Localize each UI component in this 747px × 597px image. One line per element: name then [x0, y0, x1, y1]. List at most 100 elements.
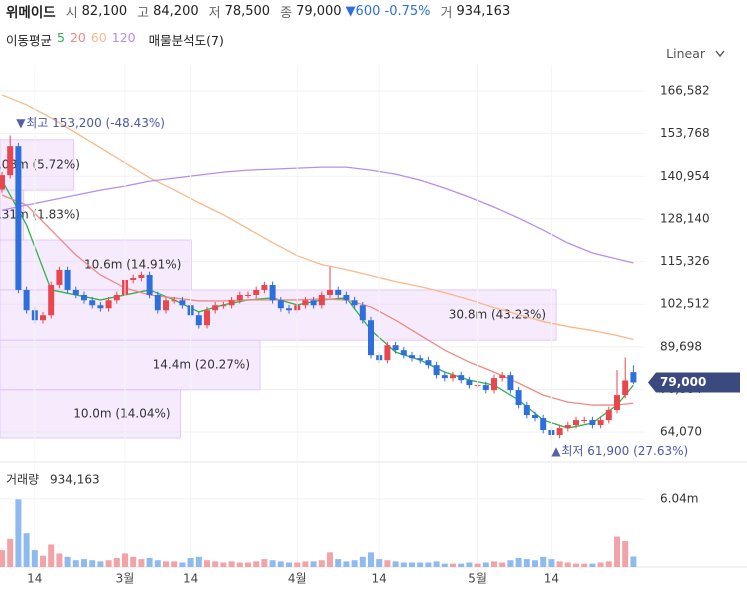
candle-body [466, 380, 473, 386]
volume-bar [0, 550, 5, 567]
volume-bar [171, 561, 178, 567]
candle-body [277, 300, 284, 309]
volume-bar [56, 553, 63, 567]
candle-body [105, 300, 112, 309]
candle-body [212, 305, 219, 311]
candle-body [425, 360, 432, 366]
low-value: 78,500 [224, 3, 271, 19]
candle-body [605, 410, 612, 421]
volume-bar [482, 562, 489, 567]
volume-bar [253, 561, 260, 567]
volume-bar [343, 561, 350, 567]
candle-body [409, 355, 415, 359]
candle-body [556, 428, 563, 436]
volume-bar [507, 560, 514, 567]
candle-body [523, 405, 530, 416]
volume-bar [515, 557, 522, 567]
volume-bar [499, 562, 506, 567]
annotation: 최저 61,900 (27.63%) [561, 444, 688, 458]
ma-names: 5 20 60 120 [57, 30, 136, 49]
volume-bar [245, 562, 251, 567]
candle-body [327, 289, 333, 295]
volume-bar [523, 559, 530, 567]
volume-bar [573, 563, 579, 567]
volume-bar [7, 538, 14, 567]
profile-label[interactable]: 매물분석도(7) [148, 33, 224, 48]
candle-body [204, 310, 210, 326]
y-tick-label: 64,070 [660, 425, 702, 439]
candle-body [64, 269, 71, 290]
volume-bar [31, 550, 38, 567]
candle-body [392, 345, 399, 351]
candle-body [597, 420, 604, 426]
volume-bar [113, 557, 120, 567]
volume-bar [409, 562, 415, 567]
candle-body [343, 294, 350, 301]
volume-bar [351, 560, 358, 567]
volume-bar [64, 556, 71, 567]
profile-label: 10.0m (14.04%) [73, 406, 170, 420]
volume-bar [146, 557, 153, 567]
y-tick-label: 140,954 [660, 169, 710, 183]
candle-body [318, 294, 325, 306]
volume-bar [40, 555, 46, 567]
legend-entry[interactable]: 120 [111, 30, 136, 45]
candle-body [614, 395, 620, 411]
volume-last: 934,163 [50, 473, 100, 487]
candle-body [532, 415, 538, 419]
x-tick-label: 14 [27, 572, 42, 586]
y-tick-label: 115,326 [660, 254, 710, 268]
candle-body [269, 284, 276, 301]
volume-bar [491, 561, 497, 567]
volume-bar [138, 559, 145, 567]
candle-body [81, 294, 87, 301]
volume-bar [532, 560, 538, 567]
candle-body [171, 300, 178, 302]
scale-selector[interactable]: Linear [666, 46, 725, 61]
y-tick-label: 166,582 [660, 84, 710, 98]
ma-label[interactable]: 이동평균 [6, 33, 53, 48]
price-tag-label: 79,000 [660, 375, 706, 389]
y-tick-label: 128,140 [660, 211, 710, 225]
candle-body [236, 294, 243, 301]
volume-bar [130, 556, 137, 567]
volume-bar [81, 559, 87, 567]
x-tick-label: 14 [372, 572, 387, 586]
legend-entry[interactable]: 5 [57, 30, 65, 45]
legend-entry[interactable]: 20 [69, 30, 86, 45]
candle-body [458, 375, 465, 381]
candle-body [630, 372, 637, 383]
volume-label: 거 [440, 5, 453, 21]
legend-entry[interactable]: 60 [90, 30, 107, 45]
candle-body [335, 289, 342, 295]
candle-body [245, 294, 251, 296]
volume-bar [474, 563, 481, 567]
candle-body [261, 284, 268, 290]
candle-body [433, 365, 440, 376]
candle-body [499, 375, 506, 379]
price-tag [648, 372, 740, 393]
volume-bar [556, 561, 563, 567]
volume-bar [269, 560, 276, 567]
volume-bar [48, 544, 55, 567]
volume-bar [195, 556, 202, 567]
high-value: 84,200 [153, 3, 199, 19]
candle-body [7, 146, 14, 176]
volume-bar [466, 562, 473, 567]
annotation-arrow: ▲ [551, 444, 561, 458]
legend: 이동평균 5 20 60 120 매물분석도(7) [6, 30, 224, 49]
candle-body [228, 300, 235, 306]
volume-bar [105, 560, 112, 567]
header: 위메이드 시 82,100 고 84,200 저 78,500 종 79,000 ▼60… [6, 2, 510, 22]
volume-bar [450, 563, 456, 567]
volume-bar [220, 562, 227, 567]
candle-body [0, 175, 5, 190]
candle-body [581, 420, 588, 422]
annotation-arrow: ▼ [16, 116, 26, 130]
volume-title: 거래량 [6, 473, 39, 487]
volume-bar [228, 561, 235, 567]
close-value: 79,000 [296, 3, 342, 19]
volume-bar [212, 561, 219, 567]
ma-line [1, 166, 634, 264]
